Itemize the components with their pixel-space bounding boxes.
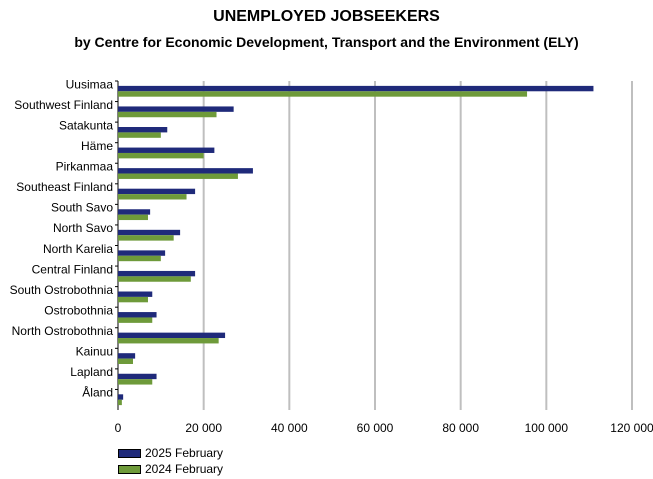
bar-chart: 0 20 000 40 000 60 000 80 000 100 000 120 000 U… — [10, 77, 653, 435]
bar-2025 — [118, 188, 196, 195]
category-label: Central Finland — [32, 262, 113, 276]
bar-2025 — [118, 127, 168, 133]
bar-2025 — [118, 353, 136, 359]
legend-item-2025: 2025 February — [118, 445, 223, 461]
bar-2024 — [118, 379, 153, 385]
chart-title: UNEMPLOYED JOBSEEKERS — [213, 8, 440, 25]
bar-2025 — [118, 250, 166, 256]
legend-item-2024: 2024 February — [118, 461, 223, 477]
x-tick-label: 40 000 — [271, 421, 308, 435]
bar-2025 — [118, 373, 157, 380]
bar-2025 — [118, 85, 594, 92]
bar-2025 — [118, 394, 124, 400]
bar-2024 — [118, 235, 174, 241]
bar-2024 — [118, 276, 191, 282]
bar-2025 — [118, 106, 234, 112]
bar-2024 — [118, 111, 217, 118]
x-tick-label: 80 000 — [442, 421, 479, 435]
bar-2025 — [118, 332, 226, 339]
bar-2025 — [118, 270, 196, 277]
legend: 2025 February 2024 February — [118, 445, 223, 477]
x-tick-label: 120 000 — [610, 421, 653, 435]
chart-subtitle: by Centre for Economic Development, Tran… — [74, 34, 579, 50]
x-tick-label: 60 000 — [357, 421, 394, 435]
category-label: South Savo — [51, 201, 113, 215]
bar-2024 — [118, 296, 148, 303]
category-label: North Savo — [53, 221, 113, 235]
bar-2025 — [118, 312, 157, 318]
legend-swatch-2024 — [118, 464, 141, 474]
category-label: Ostrobothnia — [44, 303, 113, 317]
bar-2024 — [118, 91, 528, 97]
bar-2025 — [118, 209, 151, 215]
category-label: Åland — [82, 385, 113, 400]
bar-2024 — [118, 317, 153, 323]
bar-2025 — [118, 168, 253, 174]
bar-2025 — [118, 229, 181, 236]
bar-2024 — [118, 338, 219, 344]
bar-2024 — [118, 214, 148, 221]
bar-2024 — [118, 173, 238, 179]
bar-2024 — [118, 399, 122, 406]
legend-swatch-2025 — [118, 448, 141, 458]
category-label: Pirkanmaa — [56, 160, 114, 174]
category-label: North Ostrobothnia — [12, 324, 114, 338]
category-label: Southwest Finland — [14, 98, 113, 112]
bar-2024 — [118, 132, 161, 138]
bar-2024 — [118, 194, 187, 200]
x-tick-label: 100 000 — [525, 421, 569, 435]
category-label: South Ostrobothnia — [10, 283, 114, 297]
bar-2024 — [118, 358, 133, 364]
legend-label-2025: 2025 February — [145, 446, 224, 460]
bar-2025 — [118, 291, 153, 297]
bar-2024 — [118, 152, 204, 159]
bar-2025 — [118, 147, 215, 153]
category-label: Lapland — [70, 365, 113, 379]
bar-2024 — [118, 255, 161, 262]
category-label: North Karelia — [43, 242, 113, 256]
legend-label-2024: 2024 February — [145, 462, 224, 476]
category-label: Kainuu — [76, 345, 113, 359]
category-label: Satakunta — [59, 118, 113, 132]
x-tick-label: 20 000 — [185, 421, 222, 435]
x-tick-label: 0 — [115, 421, 122, 435]
category-label: Southeast Finland — [16, 180, 113, 194]
category-label: Uusimaa — [66, 77, 114, 91]
category-label: Häme — [81, 139, 113, 153]
